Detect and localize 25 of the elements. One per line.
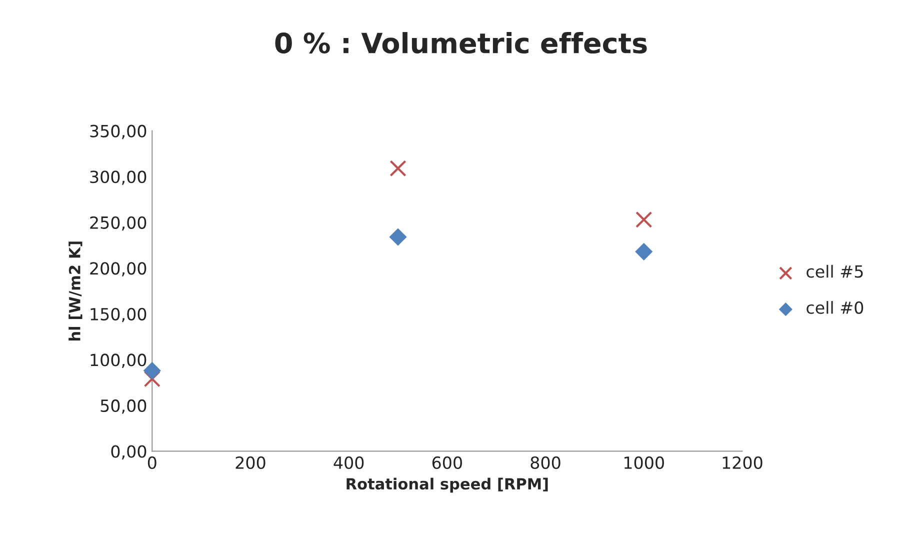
- x-tick-label: 400: [334, 456, 364, 469]
- point: [635, 242, 653, 260]
- y-axis-title: hl [W/m2 K]: [68, 242, 82, 341]
- y-tick-label: 150,00: [90, 308, 146, 322]
- point: [389, 228, 407, 246]
- y-tick-label: 50,00: [100, 399, 146, 414]
- x-tick-label: 1000: [624, 456, 664, 469]
- y-tick-label: 350,00: [90, 124, 146, 140]
- x-tick-label: 0: [148, 456, 156, 469]
- point: [636, 211, 652, 228]
- y-tick-label: 100,00: [90, 354, 146, 368]
- legend-label: cell #5: [806, 264, 863, 278]
- y-tick-label: 250,00: [90, 216, 146, 231]
- point: [144, 370, 160, 388]
- x-tick-label: 800: [530, 456, 560, 469]
- chart-title: 0 % : Volumetric effects: [275, 32, 647, 54]
- y-tick-label: 300,00: [90, 170, 146, 185]
- y-tick-label: 200,00: [90, 262, 146, 276]
- x-axis-title: Rotational speed [RPM]: [346, 478, 548, 493]
- x-tick-label: 600: [432, 456, 462, 469]
- legend-label: cell #0: [806, 301, 864, 314]
- point: [390, 160, 406, 177]
- x-tick-label: 1200: [722, 456, 762, 469]
- x-tick-label: 200: [236, 456, 266, 469]
- y-tick-label: 0,00: [111, 445, 146, 460]
